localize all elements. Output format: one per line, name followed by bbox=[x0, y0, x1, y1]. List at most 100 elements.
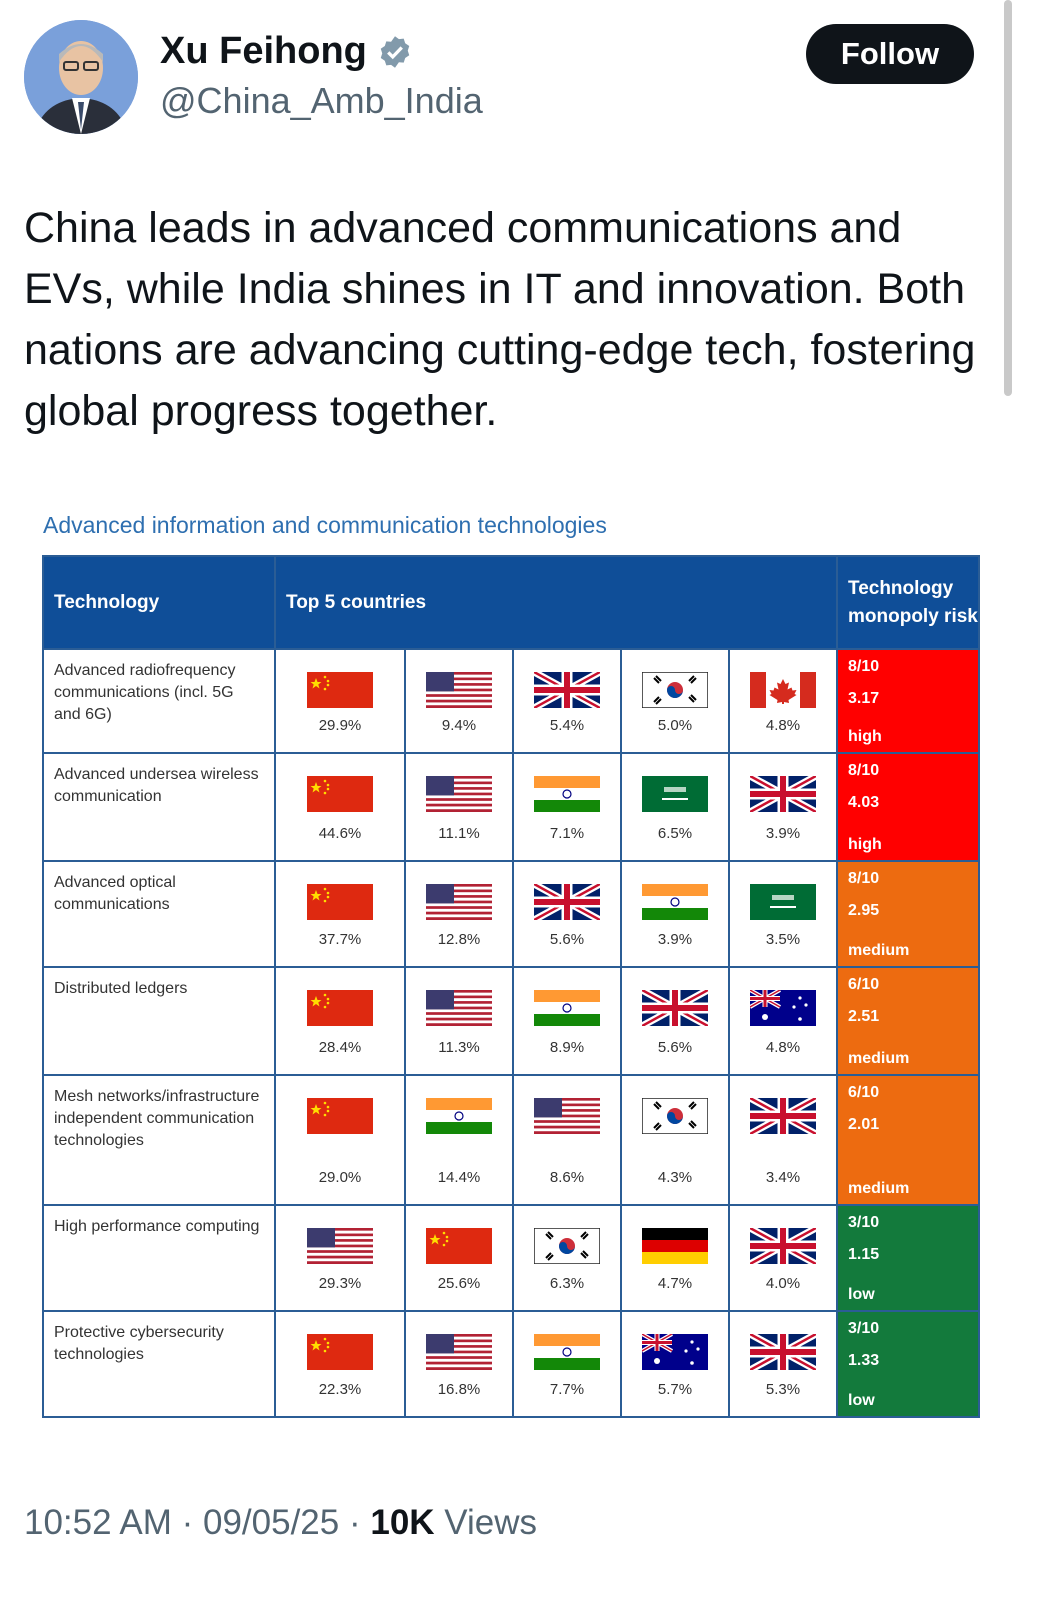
country-cell: 4.7% bbox=[620, 1204, 730, 1312]
technology-name: Distributed ledgers bbox=[42, 966, 276, 1076]
country-cell: 29.3% bbox=[274, 1204, 406, 1312]
risk-level: low bbox=[848, 1286, 875, 1303]
follow-button[interactable]: Follow bbox=[806, 24, 974, 84]
country-share: 5.0% bbox=[657, 717, 693, 734]
separator: · bbox=[339, 1503, 371, 1542]
flag-uk-icon bbox=[750, 776, 816, 812]
risk-value: 4.03 bbox=[848, 794, 880, 811]
flag-china-icon bbox=[426, 1228, 492, 1264]
risk-value: 2.01 bbox=[848, 1116, 880, 1133]
country-cell: 4.0% bbox=[728, 1204, 838, 1312]
country-cell: 3.5% bbox=[728, 860, 838, 968]
risk-level: high bbox=[848, 836, 882, 853]
country-share: 11.1% bbox=[438, 825, 480, 842]
country-cell: 6.5% bbox=[620, 752, 730, 862]
author-handle[interactable]: @China_Amb_India bbox=[160, 80, 483, 121]
table-row: Mesh networks/infrastructure independent… bbox=[42, 1074, 980, 1206]
author-name[interactable]: Xu Feihong bbox=[160, 30, 367, 72]
risk-score: 6/10 bbox=[848, 976, 880, 993]
country-share: 5.4% bbox=[549, 717, 585, 734]
country-cell: 16.8% bbox=[404, 1310, 514, 1418]
country-cell: 6.3% bbox=[512, 1204, 622, 1312]
flag-china-icon bbox=[307, 672, 373, 708]
country-share: 14.4% bbox=[437, 1169, 481, 1186]
flag-saudi-icon bbox=[750, 884, 816, 920]
flag-china-icon bbox=[307, 884, 373, 920]
country-share: 6.3% bbox=[549, 1275, 585, 1292]
country-share: 3.4% bbox=[765, 1169, 801, 1186]
country-cell: 5.3% bbox=[728, 1310, 838, 1418]
country-share: 5.6% bbox=[657, 1039, 693, 1056]
country-cell: 22.3% bbox=[274, 1310, 406, 1418]
flag-china-icon bbox=[307, 776, 373, 812]
table-row: Protective cybersecurity technologies 22.… bbox=[42, 1310, 980, 1418]
risk-value: 3.17 bbox=[848, 690, 880, 707]
tweet-meta: 10:52 AM · 09/05/25 · 10K Views bbox=[24, 1503, 537, 1543]
flag-usa-icon bbox=[426, 990, 492, 1026]
views-count: 10K bbox=[370, 1503, 435, 1542]
risk-score: 8/10 bbox=[848, 870, 880, 887]
country-share: 7.1% bbox=[549, 825, 585, 842]
flag-india-icon bbox=[534, 990, 600, 1026]
separator: · bbox=[171, 1503, 203, 1542]
country-share: 7.7% bbox=[549, 1381, 585, 1398]
country-cell: 5.4% bbox=[512, 648, 622, 754]
technology-name: Advanced radiofrequency communications (… bbox=[42, 648, 276, 754]
country-cell: 8.9% bbox=[512, 966, 622, 1076]
country-share: 8.6% bbox=[549, 1169, 585, 1186]
country-cell: 11.1% bbox=[404, 752, 514, 862]
flag-usa-icon bbox=[426, 672, 492, 708]
country-share: 9.4% bbox=[441, 717, 477, 734]
country-share: 28.4% bbox=[318, 1039, 362, 1056]
risk-level: medium bbox=[848, 1050, 910, 1067]
risk-cell: 8/10 4.03 high bbox=[836, 752, 980, 862]
country-share: 11.3% bbox=[438, 1039, 480, 1056]
flag-uk-icon bbox=[750, 1228, 816, 1264]
table-row: Advanced undersea wireless communication… bbox=[42, 752, 980, 862]
scrollbar[interactable] bbox=[1004, 0, 1012, 396]
country-share: 44.6% bbox=[318, 825, 362, 842]
tweet-date[interactable]: 09/05/25 bbox=[203, 1503, 340, 1542]
risk-cell: 8/10 3.17 high bbox=[836, 648, 980, 754]
country-share: 29.9% bbox=[318, 717, 362, 734]
country-share: 4.7% bbox=[657, 1275, 693, 1292]
country-share: 4.8% bbox=[765, 1039, 801, 1056]
country-share: 16.8% bbox=[437, 1381, 481, 1398]
table-row: Distributed ledgers 28.4% 11.3% 8.9% 5.6% 4.8… bbox=[42, 966, 980, 1076]
country-cell: 5.6% bbox=[620, 966, 730, 1076]
country-share: 6.5% bbox=[657, 825, 693, 842]
country-cell: 5.7% bbox=[620, 1310, 730, 1418]
risk-cell: 6/10 2.51 medium bbox=[836, 966, 980, 1076]
risk-level: high bbox=[848, 728, 882, 745]
risk-score: 8/10 bbox=[848, 762, 880, 779]
verified-badge-icon bbox=[380, 35, 410, 68]
country-cell: 4.3% bbox=[620, 1074, 730, 1206]
flag-china-icon bbox=[307, 1334, 373, 1370]
flag-usa-icon bbox=[307, 1228, 373, 1264]
tweet-time[interactable]: 10:52 AM bbox=[24, 1503, 172, 1542]
risk-cell: 6/10 2.01 medium bbox=[836, 1074, 980, 1206]
country-share: 3.5% bbox=[765, 931, 801, 948]
avatar[interactable] bbox=[24, 20, 138, 134]
table-row: High performance computing 29.3% 25.6% 6.3%… bbox=[42, 1204, 980, 1312]
country-share: 5.3% bbox=[765, 1381, 801, 1398]
flag-korea-icon bbox=[642, 1098, 708, 1134]
country-cell: 4.8% bbox=[728, 966, 838, 1076]
flag-saudi-icon bbox=[642, 776, 708, 812]
flag-uk-icon bbox=[750, 1334, 816, 1370]
risk-score: 3/10 bbox=[848, 1214, 880, 1231]
country-cell: 11.3% bbox=[404, 966, 514, 1076]
flag-india-icon bbox=[642, 884, 708, 920]
country-share: 4.8% bbox=[765, 717, 801, 734]
flag-uk-icon bbox=[750, 1098, 816, 1134]
country-share: 3.9% bbox=[765, 825, 801, 842]
risk-score: 8/10 bbox=[848, 658, 880, 675]
flag-india-icon bbox=[534, 776, 600, 812]
country-share: 25.6% bbox=[437, 1275, 481, 1292]
country-share: 37.7% bbox=[318, 931, 362, 948]
technology-name: High performance computing bbox=[42, 1204, 276, 1312]
flag-korea-icon bbox=[642, 672, 708, 708]
flag-australia-icon bbox=[750, 990, 816, 1026]
flag-usa-icon bbox=[534, 1098, 600, 1134]
country-cell: 3.9% bbox=[620, 860, 730, 968]
